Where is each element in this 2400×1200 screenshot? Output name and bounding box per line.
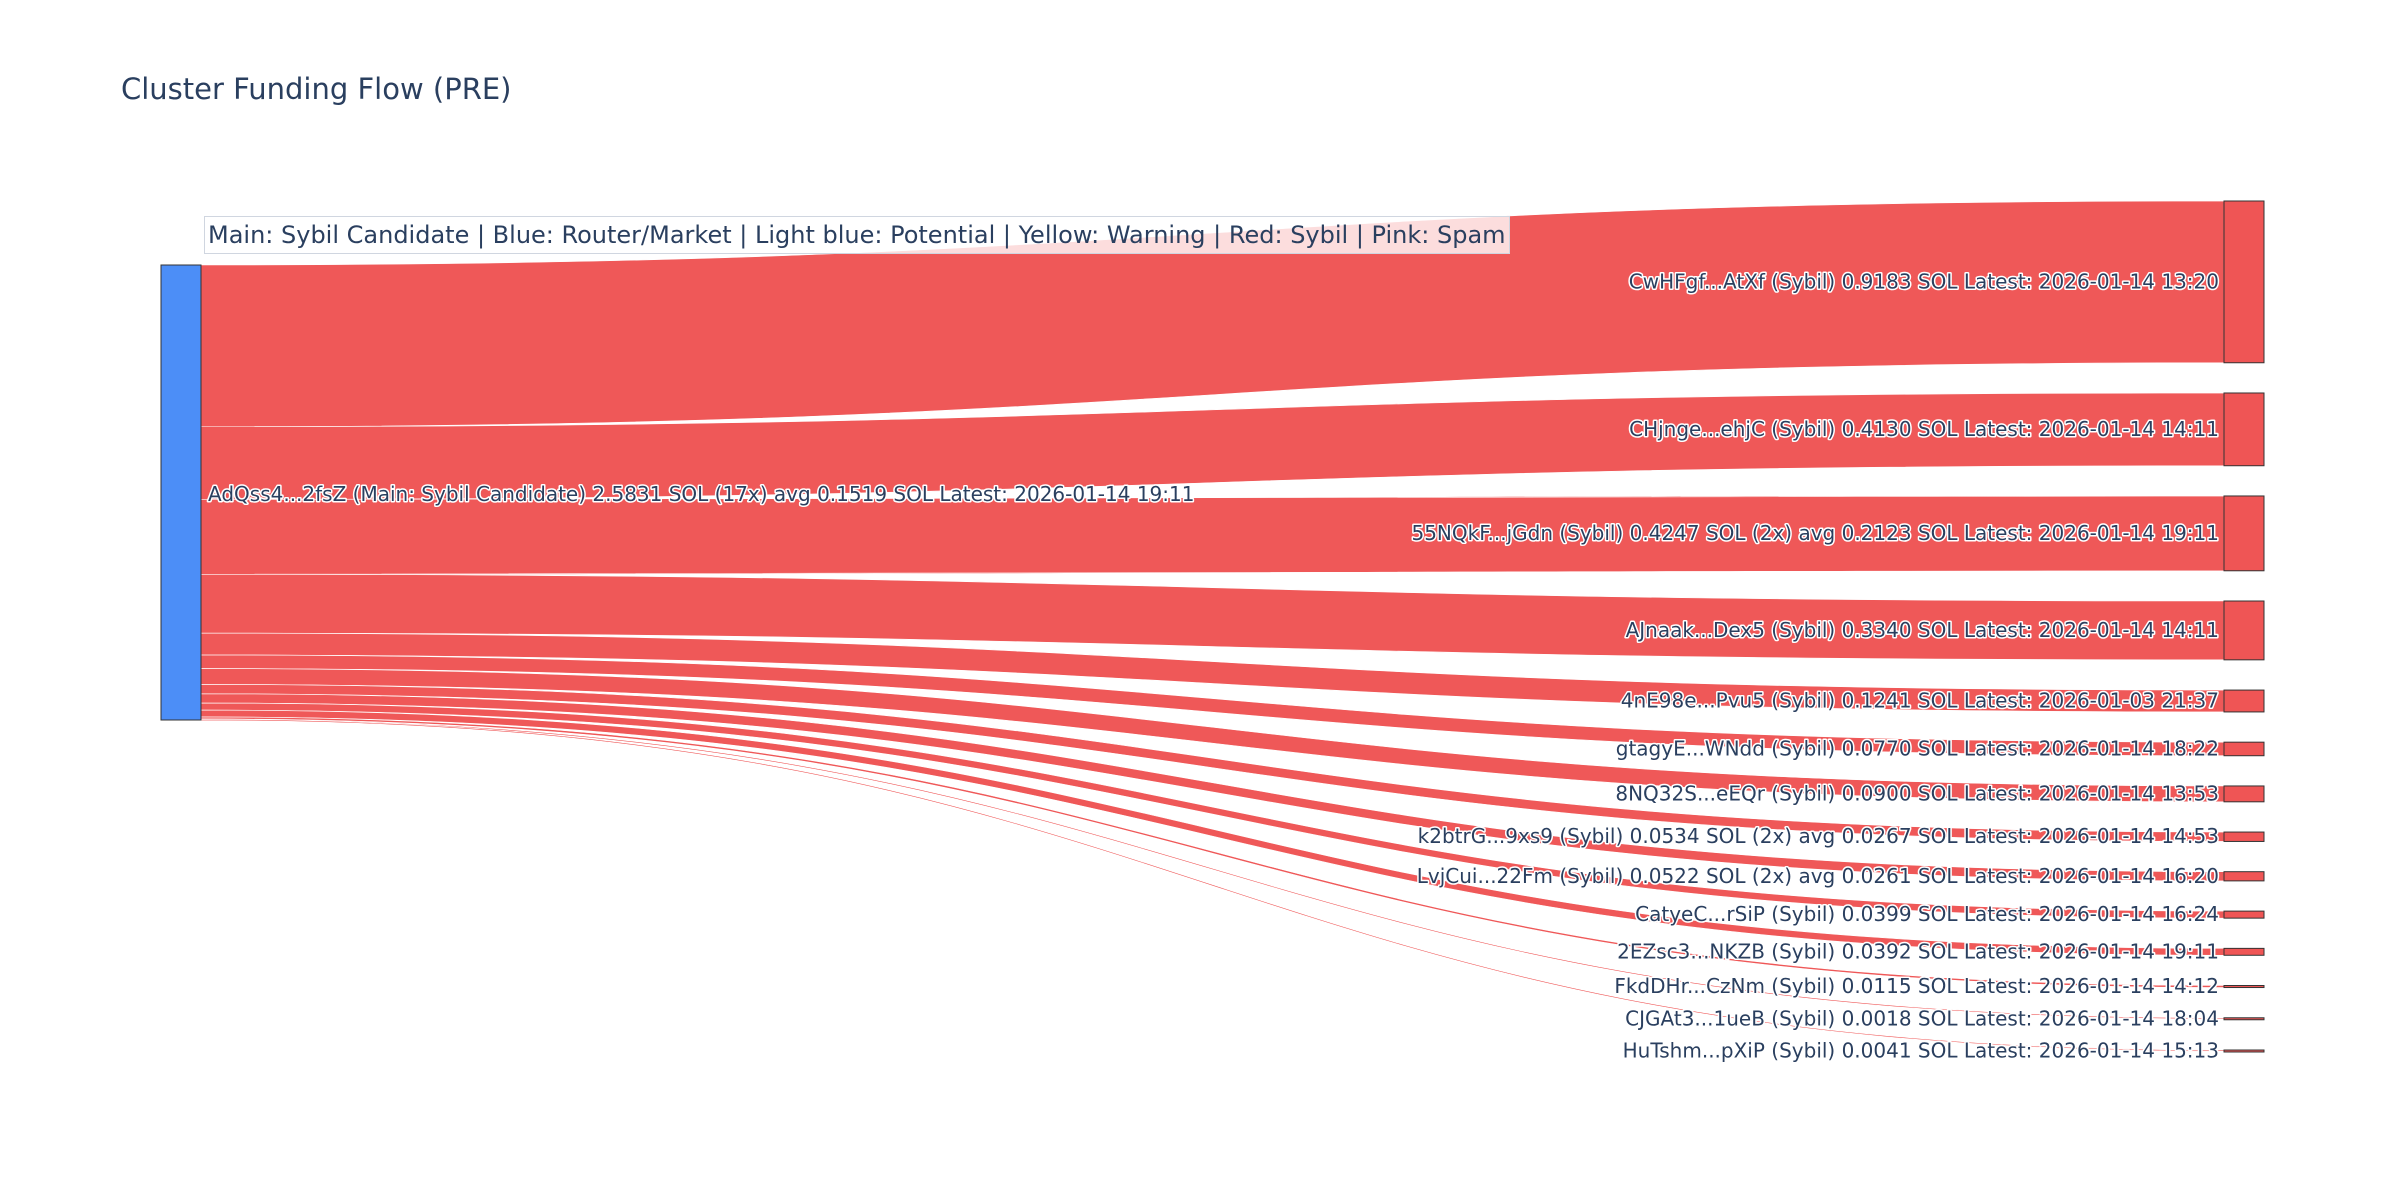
target-node-6 [2223, 785, 2265, 803]
source-node [160, 264, 202, 721]
target-node-4 [2223, 689, 2265, 713]
target-node-1 [2223, 392, 2265, 467]
target-node-2 [2223, 495, 2265, 572]
target-node-3 [2223, 600, 2265, 661]
target-node-9 [2223, 910, 2265, 919]
target-node-5 [2223, 741, 2265, 757]
target-node-label-8: LvjCui...22Fm (Sybil) 0.0522 SOL (2x) av… [1417, 864, 2219, 888]
target-node-label-2: 55NQkF...jGdn (Sybil) 0.4247 SOL (2x) av… [1411, 521, 2219, 545]
target-node-label-7: k2btrG...9xs9 (Sybil) 0.0534 SOL (2x) av… [1418, 824, 2219, 848]
target-node-label-3: AJnaak...Dex5 (Sybil) 0.3340 SOL Latest:… [1626, 618, 2219, 642]
target-node-label-10: 2EZsc3...NKZB (Sybil) 0.0392 SOL Latest:… [1617, 939, 2219, 963]
target-node-label-12: CJGAt3...1ueB (Sybil) 0.0018 SOL Latest:… [1625, 1006, 2219, 1030]
target-node-label-4: 4nE98e...Pvu5 (Sybil) 0.1241 SOL Latest:… [1621, 689, 2219, 713]
target-node-10 [2223, 947, 2265, 956]
nodes-layer [160, 200, 2265, 1053]
links-layer [200, 200, 2225, 1052]
target-node-12 [2223, 1017, 2265, 1021]
target-node-label-11: FkdDHr...CzNm (Sybil) 0.0115 SOL Latest:… [1614, 974, 2219, 998]
target-node-13 [2223, 1049, 2265, 1053]
target-node-0 [2223, 200, 2265, 364]
target-node-8 [2223, 871, 2265, 882]
target-node-label-6: 8NQ32S...eEQr (Sybil) 0.0900 SOL Latest:… [1615, 781, 2219, 805]
chart-title: Cluster Funding Flow (PRE) [121, 72, 512, 106]
target-node-label-1: CHjnge...ehjC (Sybil) 0.4130 SOL Latest:… [1629, 417, 2219, 441]
target-node-label-9: CatyeC...rSiP (Sybil) 0.0399 SOL Latest:… [1635, 902, 2219, 926]
target-node-label-5: gtagyE...WNdd (Sybil) 0.0770 SOL Latest:… [1616, 736, 2219, 760]
legend-annotation: Main: Sybil Candidate | Blue: Router/Mar… [204, 216, 1510, 254]
source-node-label: AdQss4...2fsZ (Main: Sybil Candidate) 2.… [208, 482, 1194, 506]
target-node-label-0: CwHFgf...AtXf (Sybil) 0.9183 SOL Latest:… [1629, 269, 2219, 293]
target-node-7 [2223, 831, 2265, 842]
target-node-label-13: HuTshm...pXiP (Sybil) 0.0041 SOL Latest:… [1623, 1039, 2219, 1063]
labels-layer: AdQss4...2fsZ (Main: Sybil Candidate) 2.… [207, 268, 2221, 1064]
target-node-11 [2223, 985, 2265, 989]
